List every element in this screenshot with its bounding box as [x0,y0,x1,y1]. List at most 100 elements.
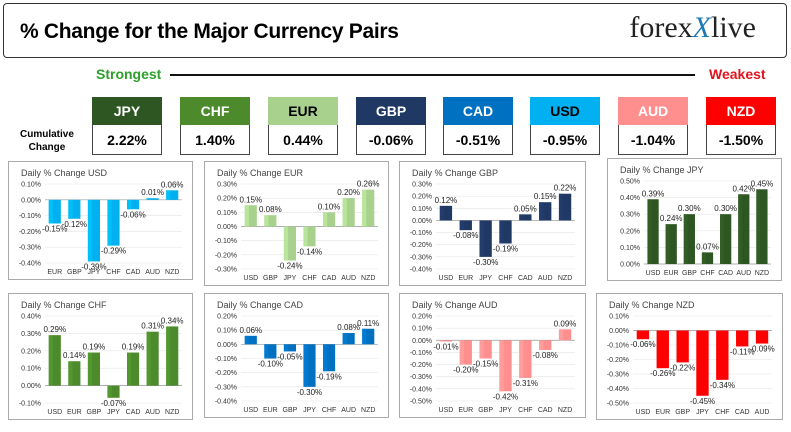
y-tick-label: 0.00% [217,224,237,231]
bar-nzd [756,189,768,264]
bar-eur [68,361,81,386]
bar-gbp [479,340,492,359]
x-tick-label: GBP [263,275,278,282]
data-label: 0.06% [161,180,184,189]
bar-chf [107,199,120,246]
bar-eur [264,344,277,359]
data-label: 0.05% [514,204,537,213]
y-tick-label: -0.30% [410,374,432,381]
x-tick-label: EUR [458,275,473,282]
y-tick-label: 0.20% [412,314,432,321]
bar-nzd [362,328,375,345]
data-label: -0.14% [297,247,322,256]
x-tick-label: USD [243,407,258,414]
currency-header: NZD [706,97,776,125]
data-label: 0.11% [357,319,379,328]
x-tick-label: CHF [106,269,120,276]
cumulative-aud: AUD -1.04% [618,97,688,155]
x-tick-label: NZD [558,407,572,414]
y-tick-label: 0.10% [217,210,237,217]
y-tick-label: 0.20% [620,228,640,235]
bar-chf [519,340,532,378]
bar-jpy [303,344,316,387]
y-tick-label: 0.10% [620,245,640,252]
chart-svg: Daily % Change NZD -0.50% -0.40% -0.30% -0.2… [607,300,775,416]
y-tick-label: -0.30% [607,372,629,379]
currency-header: CHF [180,97,250,125]
data-label: -0.06% [630,340,655,349]
data-label: -0.10% [258,360,283,369]
y-tick-label: -0.50% [607,401,629,408]
chart-title: Daily % Change AUD [412,300,498,310]
data-label: -0.09% [749,345,774,354]
bar-eur [665,224,677,264]
bar-cad [736,330,749,347]
data-label: -0.07% [101,399,126,408]
y-tick-label: -0.20% [410,362,432,369]
chart-svg: Daily % Change AUD -0.50% -0.40% -0.30% -0.2… [410,300,577,414]
data-label: 0.06% [239,326,262,335]
bar-usd [439,205,453,221]
data-label: -0.08% [453,231,478,240]
bar-aud [738,194,750,264]
data-label: 0.22% [554,184,577,193]
y-tick-label: -0.10% [410,230,432,237]
bar-gbp [283,344,296,352]
x-tick-label: NZD [361,407,375,414]
chart-svg: Daily % Change EUR -0.30% -0.20% -0.10% 0.00… [215,168,380,282]
x-tick-label: USD [439,275,454,282]
data-label: 0.42% [732,184,755,193]
bar-nzd [166,190,179,200]
currency-header: JPY [92,97,162,125]
bar-aud [146,331,159,386]
y-tick-label: 0.10% [609,314,629,321]
x-tick-label: USD [646,270,661,277]
bar-cad [323,212,336,227]
y-tick-label: -0.30% [215,384,237,391]
y-tick-label: -0.30% [19,245,41,252]
chart-svg: Daily % Change JPY0.00%0.10%0.20%0.30%0.… [620,165,773,277]
bar-gbp [676,330,689,363]
bar-cad [127,352,140,386]
bar-jpy [87,199,100,262]
bar-usd [636,330,650,340]
y-tick-label: 0.20% [21,348,41,355]
bar-eur [656,330,669,369]
x-tick-label: CAD [718,270,733,277]
cumulative-value: -0.51% [443,125,513,155]
chart-svg: Daily % Change CAD -0.40% -0.30% -0.20% -0.1… [215,300,379,414]
chart-title: Daily % Change EUR [217,168,304,178]
y-tick-label: -0.10% [19,213,41,220]
data-label: 0.08% [337,323,360,332]
data-label: 0.30% [714,204,737,213]
x-tick-label: NZD [165,409,179,416]
bar-jpy [107,385,120,398]
x-tick-label: CAD [126,409,141,416]
data-label: -0.11% [730,347,755,356]
data-label: -0.22% [670,363,695,372]
y-tick-label: 0.40% [21,314,41,321]
x-tick-label: CAD [126,269,141,276]
cumulative-value: 1.40% [180,125,250,155]
cumulative-eur: EUR 0.44% [268,97,338,155]
y-tick-label: 0.30% [217,182,237,189]
title-banner: % Change for the Major Currency Pairs fo… [3,3,787,58]
data-label: -0.39% [81,262,106,271]
y-tick-label: -0.10% [410,350,432,357]
data-label: -0.15% [42,225,67,234]
x-tick-label: AUD [538,275,553,282]
daily-change-chart-0: Daily % Change USD -0.40% -0.30% -0.20% -0.1… [8,161,193,280]
bar-cad [127,199,140,210]
data-label: 0.10% [318,202,341,211]
y-tick-label: 0.00% [21,197,41,204]
cumulative-jpy: JPY 2.22% [92,97,162,155]
x-tick-label: CAD [735,409,750,416]
x-tick-label: NZD [558,275,572,282]
x-tick-label: CHF [498,275,512,282]
y-tick-label: -0.20% [607,357,629,364]
x-tick-label: USD [47,409,62,416]
y-tick-label: -0.10% [215,238,237,245]
cumulative-nzd: NZD -1.50% [706,97,776,155]
y-tick-label: -0.20% [410,242,432,249]
currency-header: AUD [618,97,688,125]
